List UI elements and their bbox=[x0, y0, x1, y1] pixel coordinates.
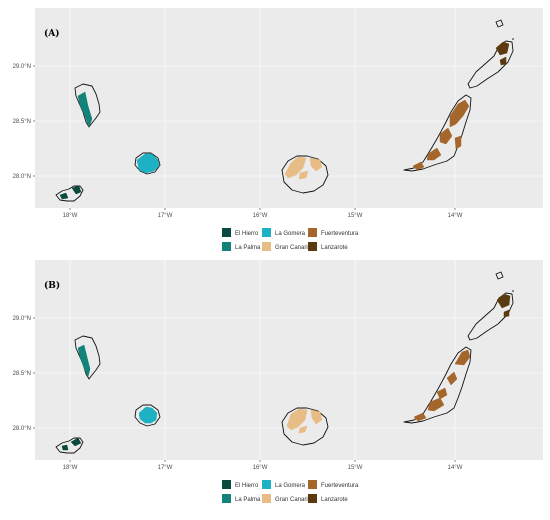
island-la-gomera bbox=[134, 152, 161, 175]
legend: El Hierro La Gomera Fuerteventura La Palma G… bbox=[222, 228, 359, 251]
x-tick-label: 15°W bbox=[348, 465, 363, 471]
legend-label: Gran Canaria bbox=[275, 245, 312, 251]
island-la-gomera bbox=[134, 404, 161, 427]
island-lanzarote bbox=[467, 40, 514, 89]
fuerteventura-habitat-patch bbox=[426, 147, 442, 161]
legend-label: La Gomera bbox=[275, 483, 306, 489]
la-gomera-habitat-patch bbox=[136, 153, 160, 174]
legend-swatch bbox=[262, 228, 271, 237]
legend-label: La Gomera bbox=[275, 231, 306, 237]
gran-canaria-habitat-patch bbox=[298, 425, 308, 434]
y-tick-label: 28.0°N bbox=[13, 174, 31, 180]
el-hierro-habitat-patch bbox=[70, 437, 82, 447]
legend-label: El Hierro bbox=[235, 231, 259, 237]
legend-swatch bbox=[222, 242, 231, 251]
y-tick-label: 29.0°N bbox=[13, 64, 31, 70]
lanzarote-habitat-patch bbox=[499, 56, 507, 66]
x-tick-label: 17°W bbox=[158, 213, 173, 219]
gran-canaria-habitat-patch bbox=[286, 408, 308, 431]
lanzarote-habitat-patch bbox=[495, 41, 510, 56]
island-fuerteventura bbox=[403, 346, 472, 424]
y-tick-label: 28.5°N bbox=[13, 119, 31, 125]
island-gran-canaria bbox=[281, 155, 329, 194]
fuerteventura-habitat-patch bbox=[439, 127, 453, 145]
legend-swatch bbox=[308, 228, 317, 237]
island-el-hierro bbox=[55, 437, 84, 454]
islet-outline bbox=[512, 290, 514, 292]
el-hierro-habitat-patch bbox=[59, 192, 69, 200]
fuerteventura-habitat-patch bbox=[446, 371, 458, 386]
x-tick-label: 14°W bbox=[448, 465, 463, 471]
gran-canaria-habitat-patch bbox=[284, 156, 307, 179]
island-la-palma bbox=[74, 335, 101, 380]
legend-swatch bbox=[308, 242, 317, 251]
x-tick-label: 18°W bbox=[63, 465, 78, 471]
island-gran-canaria bbox=[281, 407, 329, 446]
island-lanzarote bbox=[467, 292, 514, 341]
y-tick-label: 29.0°N bbox=[13, 316, 31, 322]
legend-label: El Hierro bbox=[235, 483, 259, 489]
gran-canaria-habitat-patch bbox=[298, 170, 309, 180]
la-palma-habitat-patch bbox=[77, 91, 93, 128]
fuerteventura-habitat-patch bbox=[413, 412, 427, 422]
x-tick-label: 16°W bbox=[253, 213, 268, 219]
legend-swatch bbox=[262, 480, 271, 489]
legend-label: Fuerteventura bbox=[321, 231, 359, 237]
island-fuerteventura bbox=[403, 94, 472, 172]
gran-canaria-habitat-patch bbox=[309, 157, 323, 172]
x-tick-label: 18°W bbox=[63, 213, 78, 219]
legend-label: Gran Canaria bbox=[275, 497, 312, 503]
legend: El Hierro La Gomera Fuerteventura La Palma G… bbox=[222, 480, 359, 503]
y-tick-label: 28.0°N bbox=[13, 426, 31, 432]
islet-outline bbox=[495, 19, 504, 28]
legend-swatch bbox=[222, 480, 231, 489]
x-tick-label: 16°W bbox=[253, 465, 268, 471]
legend-swatch bbox=[308, 494, 317, 503]
legend-swatch bbox=[308, 480, 317, 489]
map-panel-a: 29.0°N 28.5°N 28.0°N 18°W 17°W 16°W 15°W 14°W (A… bbox=[13, 8, 543, 251]
x-tick-label: 15°W bbox=[348, 213, 363, 219]
fuerteventura-habitat-patch bbox=[427, 397, 445, 412]
legend-label: La Palma bbox=[235, 497, 261, 503]
legend-label: La Palma bbox=[235, 245, 261, 251]
fuerteventura-coastline bbox=[403, 346, 472, 424]
map-panel-b: 29.0°N 28.5°N 28.0°N 18°W 17°W 16°W 15°W 14°W (B… bbox=[13, 260, 543, 503]
fuerteventura-habitat-patch bbox=[412, 161, 425, 171]
gran-canaria-habitat-patch bbox=[310, 409, 323, 425]
fuerteventura-habitat-patch bbox=[449, 99, 470, 128]
la-gomera-habitat-patch bbox=[138, 406, 158, 424]
panel-label: (A) bbox=[44, 28, 60, 39]
fuerteventura-habitat-patch bbox=[436, 387, 448, 400]
el-hierro-habitat-patch bbox=[61, 444, 69, 451]
island-el-hierro bbox=[55, 185, 84, 202]
panel-label: (B) bbox=[44, 280, 60, 291]
islet-outline bbox=[512, 38, 514, 40]
legend-swatch bbox=[262, 494, 271, 503]
el-hierro-habitat-patch bbox=[71, 185, 82, 195]
la-palma-habitat-patch bbox=[77, 344, 91, 378]
fuerteventura-habitat-patch bbox=[454, 349, 471, 366]
legend-swatch bbox=[222, 494, 231, 503]
lanzarote-habitat-patch bbox=[496, 293, 511, 309]
x-tick-label: 14°W bbox=[448, 213, 463, 219]
islet-outline bbox=[495, 271, 504, 280]
legend-swatch bbox=[222, 228, 231, 237]
lanzarote-habitat-patch bbox=[503, 309, 510, 318]
y-tick-label: 28.5°N bbox=[13, 371, 31, 377]
legend-label: Lanzarote bbox=[321, 245, 348, 251]
legend-label: Fuerteventura bbox=[321, 483, 359, 489]
legend-label: Lanzarote bbox=[321, 497, 348, 503]
island-la-palma bbox=[74, 83, 101, 128]
legend-swatch bbox=[262, 242, 271, 251]
fuerteventura-habitat-patch bbox=[454, 135, 462, 150]
x-tick-label: 17°W bbox=[158, 465, 173, 471]
